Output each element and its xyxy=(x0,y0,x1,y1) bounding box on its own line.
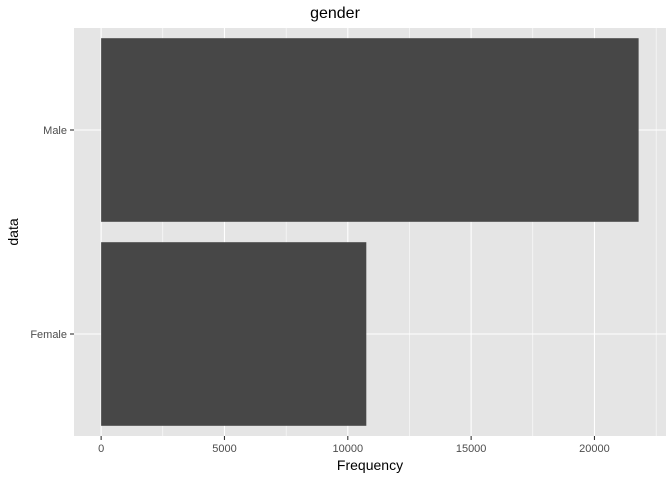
x-tick-label: 20000 xyxy=(579,443,610,455)
x-tick-label: 10000 xyxy=(333,443,364,455)
x-axis-title: Frequency xyxy=(337,457,403,473)
y-tick-label-female: Female xyxy=(30,329,67,341)
x-tick-label: 0 xyxy=(98,443,104,455)
y-tick-label-male: Male xyxy=(43,125,67,137)
x-tick-label: 15000 xyxy=(456,443,487,455)
x-tick-label: 5000 xyxy=(212,443,236,455)
x-axis: 0 5000 10000 15000 20000 xyxy=(98,436,610,455)
bar-male xyxy=(101,38,639,222)
chart-title: gender xyxy=(310,5,360,22)
bar-female xyxy=(101,242,367,426)
y-axis: Female Male xyxy=(30,125,74,341)
bars xyxy=(101,38,639,426)
y-axis-title: data xyxy=(5,218,21,245)
